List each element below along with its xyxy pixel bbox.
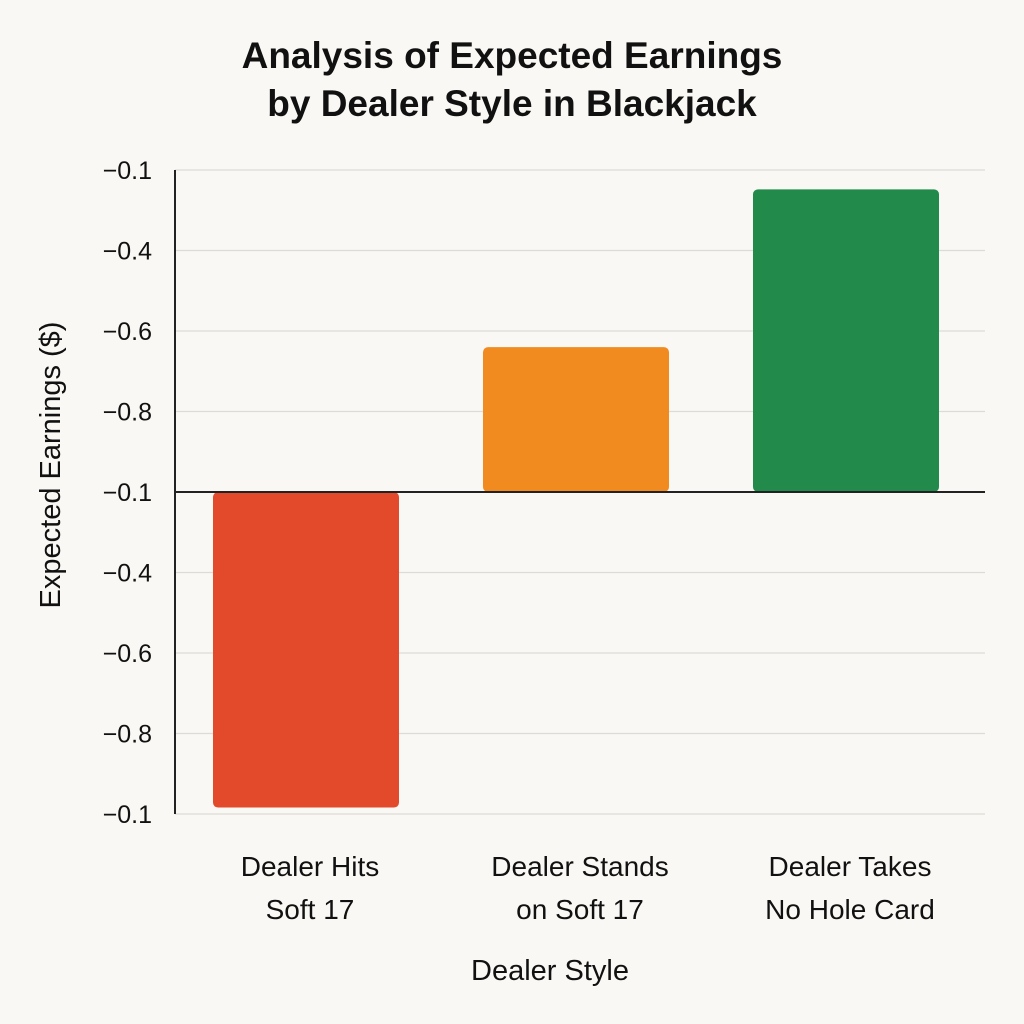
y-tick-label: −0.6 bbox=[103, 640, 152, 668]
x-axis-title: Dealer Style bbox=[471, 955, 629, 987]
axes bbox=[174, 170, 985, 814]
bars bbox=[213, 189, 939, 808]
y-tick-label: −0.4 bbox=[103, 560, 152, 588]
x-category-label: Soft 17 bbox=[266, 894, 355, 925]
x-category-label: Dealer Takes bbox=[769, 851, 932, 882]
y-tick-label: −0.6 bbox=[103, 318, 152, 346]
y-tick-label: −0.1 bbox=[103, 801, 152, 829]
y-tick-label: −0.8 bbox=[103, 399, 152, 427]
bar-2 bbox=[753, 189, 939, 492]
chart-title-line: Analysis of Expected Earnings bbox=[242, 35, 783, 76]
x-category-label: on Soft 17 bbox=[516, 894, 644, 925]
y-tick-labels: −0.1 −0.4 −0.6 −0.8 −0.1 −0.4 −0.6 −0.8 −0.1 bbox=[103, 157, 152, 829]
bar-0 bbox=[213, 492, 399, 808]
y-tick-label: −0.4 bbox=[103, 238, 152, 266]
y-tick-label: −0.8 bbox=[103, 721, 152, 749]
x-category-label: Dealer Hits bbox=[241, 851, 379, 882]
x-category-label: No Hole Card bbox=[765, 894, 935, 925]
y-tick-label: −0.1 bbox=[103, 479, 152, 507]
y-tick-label: −0.1 bbox=[103, 157, 152, 185]
x-category-label: Dealer Stands bbox=[491, 851, 668, 882]
y-axis-title: Expected Earnings ($) bbox=[35, 322, 67, 609]
x-category-labels: Dealer Hits Soft 17 Dealer Stands on Soft 1… bbox=[241, 851, 935, 925]
bar-1 bbox=[483, 347, 669, 492]
chart-title: Analysis of Expected Earnings by Dealer S… bbox=[242, 35, 783, 124]
chart-title-line: by Dealer Style in Blackjack bbox=[267, 83, 757, 124]
